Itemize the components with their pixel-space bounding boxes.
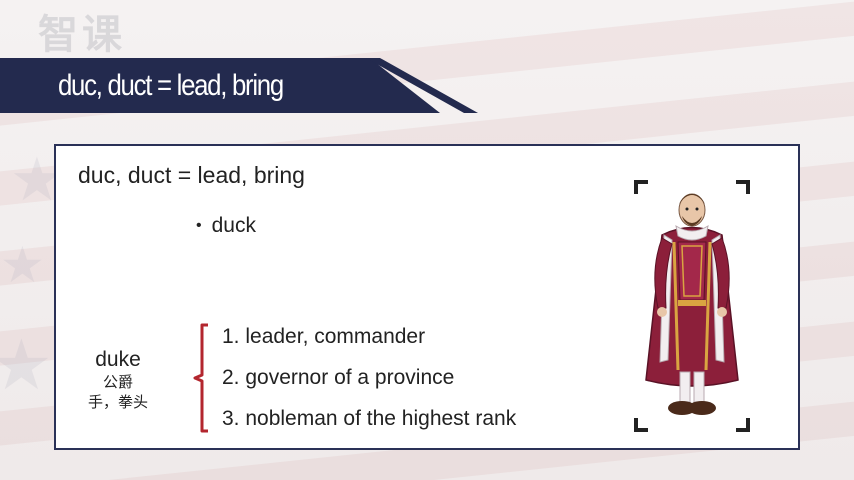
background-star-icon: ★ [0,324,53,406]
chinese-meaning-1: 公爵 [102,373,133,391]
duke-illustration-frame [634,180,750,432]
content-card: duc, duct = lead, bring • duck duke 公爵 手，… [54,144,800,450]
definition-3: 3. nobleman of the highest rank [222,407,517,430]
vocab-word: duke [95,348,141,371]
title-banner [0,58,440,113]
root-heading: duc, duct = lead, bring [78,162,305,188]
background-star-icon: ★ [0,236,45,294]
definition-2: 2. governor of a province [222,366,455,389]
word-block: duke 公爵 手，拳头 [78,348,158,412]
bullet-text: duck [211,214,256,237]
curly-brace-icon [193,323,208,433]
definition-list: 1. leader, commander 2. governor of a pr… [222,324,516,447]
slide-title: duc, duct = lead, bring [58,69,284,102]
definition-1: 1. leader, commander [222,325,426,348]
watermark-logo: 智课 [38,12,126,58]
bullet-item: • duck [196,214,256,238]
bullet-dot-icon: • [196,217,202,234]
duke-illustration [645,193,739,415]
chinese-meaning-2: 手，拳头 [87,393,148,411]
